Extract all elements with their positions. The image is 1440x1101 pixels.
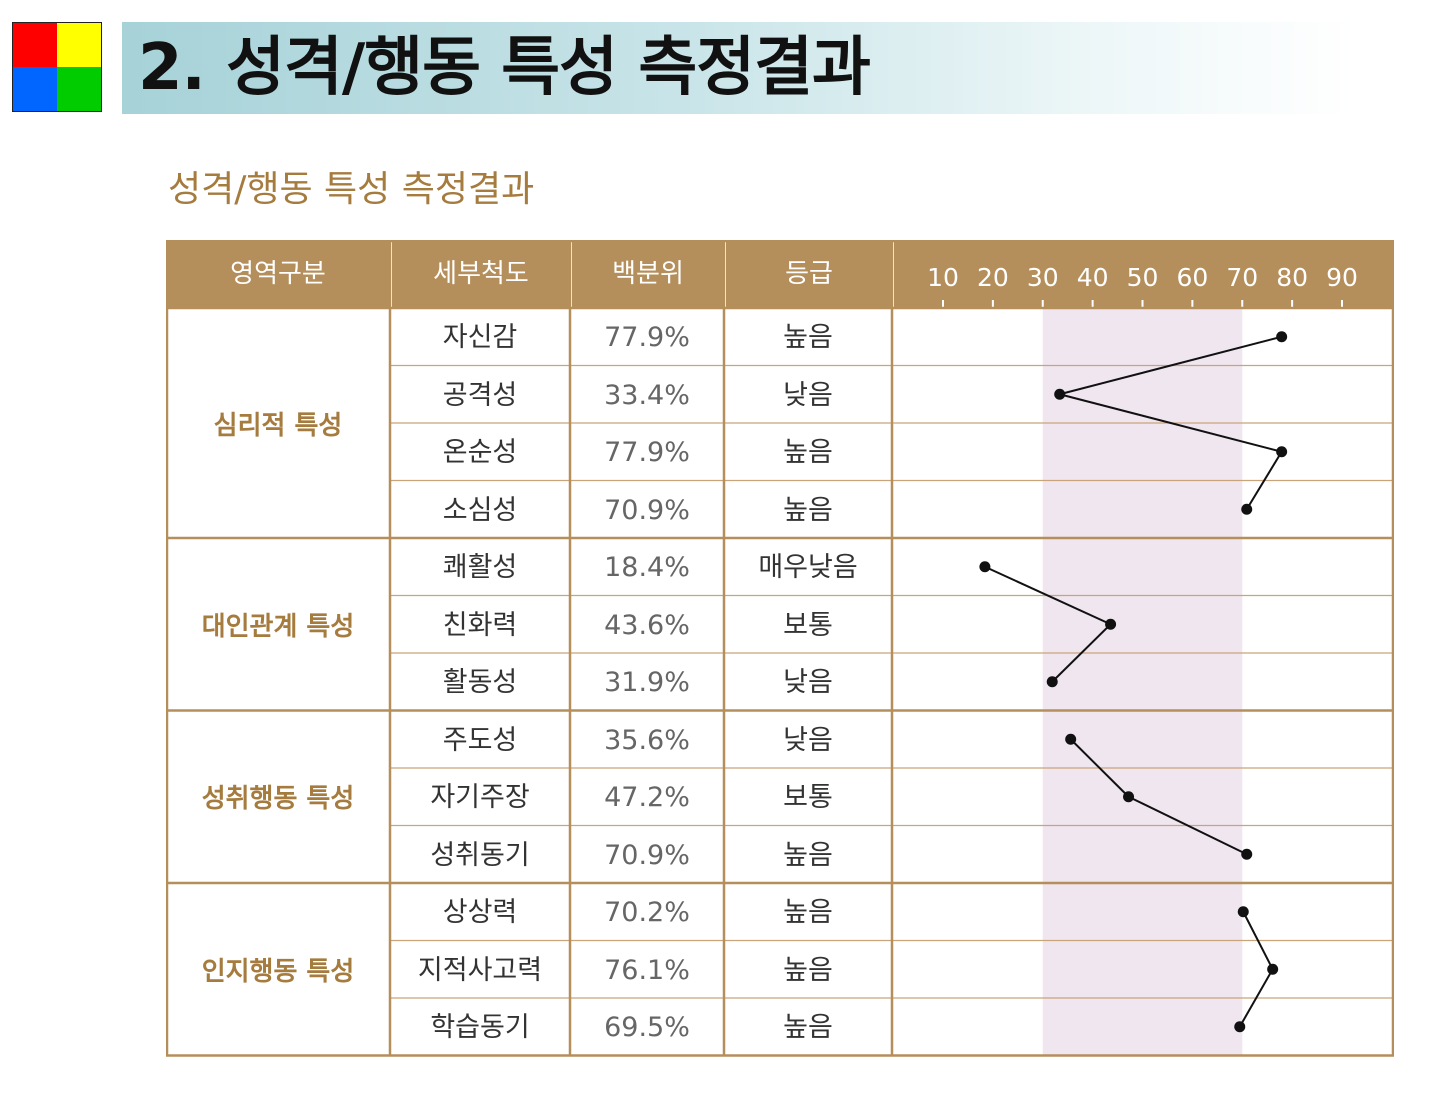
data-point: [1267, 963, 1279, 975]
axis-tick-label: 60: [1176, 263, 1208, 292]
row-scale: 친화력: [442, 609, 518, 641]
row-scale: 공격성: [442, 379, 518, 411]
row-percentile: 31.9%: [604, 667, 690, 698]
row-grade: 매우낮음: [758, 552, 858, 583]
axis-tick-label: 70: [1226, 263, 1258, 292]
row-scale: 성취동기: [430, 839, 530, 871]
row-grade: 높음: [783, 839, 833, 871]
data-point: [1241, 848, 1253, 860]
percentile-chart: 10 20 30 40 50 60 70 80 90: [166, 240, 1394, 1057]
row-percentile: 77.9%: [604, 437, 690, 468]
row-grade: 낮음: [783, 724, 833, 756]
axis-tick-label: 20: [977, 263, 1009, 292]
row-grade: 높음: [783, 897, 833, 928]
row-percentile: 76.1%: [604, 954, 690, 986]
row-percentile: 33.4%: [604, 379, 690, 411]
header-scale: 세부척도: [392, 240, 570, 308]
data-point: [1276, 331, 1288, 343]
title-bar: [122, 22, 1352, 114]
row-scale: 학습동기: [430, 1012, 530, 1043]
page-title: 2. 성격/행동 특성 측정결과: [138, 31, 871, 105]
series-line-segment: [1069, 738, 1130, 798]
row-percentile: 69.5%: [604, 1012, 690, 1043]
data-point: [979, 561, 991, 573]
row-percentile: 43.6%: [604, 609, 690, 641]
row-grade: 낮음: [783, 379, 833, 411]
row-scale: 자기주장: [430, 782, 530, 813]
row-scale: 자신감: [442, 322, 518, 353]
axis-tick-label: 80: [1276, 263, 1308, 292]
category-2: 대인관계 특성: [201, 611, 355, 642]
row-grade: 보통: [783, 782, 833, 813]
axis-tick-label: 40: [1077, 263, 1109, 292]
row-grade: 높음: [783, 322, 833, 353]
row-grade: 높음: [783, 494, 833, 526]
series-line-segment: [1059, 393, 1282, 453]
normal-range-band: [1042, 308, 1243, 1056]
data-point: [1237, 906, 1249, 918]
series-line-segment: [1245, 451, 1283, 510]
section-title: 성격/행동 특성 측정결과: [168, 169, 535, 210]
category-4: 인지행동 특성: [201, 956, 355, 987]
series-line-segment: [1051, 623, 1112, 683]
data-point: [1241, 503, 1253, 515]
row-scale: 소심성: [442, 494, 518, 526]
row-grade: 보통: [783, 609, 833, 641]
data-point: [1054, 388, 1066, 400]
row-scale: 활동성: [442, 667, 518, 698]
category-3: 성취행동 특성: [201, 784, 355, 815]
row-percentile: 77.9%: [604, 322, 690, 353]
header-chart: [894, 240, 1394, 308]
data-point: [1046, 676, 1058, 688]
row-percentile: 70.2%: [604, 897, 690, 928]
result-table: 영역구분 세부척도 백분위 등급 10 20 30 40 50 60 70 80 90 심리적 …: [166, 240, 1394, 1060]
row-scale: 온순성: [442, 437, 518, 468]
data-point: [1276, 446, 1288, 458]
row-scale: 쾌활성: [442, 552, 518, 583]
row-percentile: 70.9%: [604, 494, 690, 526]
axis-tick-label: 30: [1027, 263, 1059, 292]
axis-tick-label: 90: [1326, 263, 1358, 292]
header-grade: 등급: [726, 240, 892, 308]
data-point: [1105, 618, 1117, 630]
logo-red-square: [13, 23, 57, 67]
row-percentile: 70.9%: [604, 839, 690, 871]
row-grade: 높음: [783, 954, 833, 986]
series-line-segment: [1238, 968, 1274, 1028]
series-line-segment: [984, 565, 1111, 626]
axis-tick-label: 10: [927, 263, 959, 292]
axis-tick-label: 50: [1127, 263, 1159, 292]
row-scale: 상상력: [442, 897, 518, 928]
row-percentile: 35.6%: [604, 724, 690, 756]
logo: [12, 22, 102, 112]
logo-blue-square: [13, 67, 57, 111]
row-grade: 낮음: [783, 667, 833, 698]
row-grade: 높음: [783, 437, 833, 468]
header-percentile: 백분위: [572, 240, 724, 308]
data-point: [1065, 733, 1077, 745]
logo-green-square: [57, 67, 101, 111]
row-scale: 주도성: [442, 724, 518, 756]
data-point: [1234, 1021, 1246, 1033]
header-area: 영역구분: [166, 240, 390, 308]
series-line-segment: [1242, 911, 1274, 970]
data-point: [1123, 791, 1135, 803]
category-1: 심리적 특성: [213, 410, 343, 441]
row-scale: 지적사고력: [417, 954, 543, 986]
row-grade: 높음: [783, 1012, 833, 1043]
row-percentile: 47.2%: [604, 782, 690, 813]
series-line-segment: [1128, 795, 1248, 856]
row-percentile: 18.4%: [604, 552, 690, 583]
series-line-segment: [1059, 335, 1282, 396]
table-border: [166, 240, 1394, 1057]
logo-yellow-square: [57, 23, 101, 67]
